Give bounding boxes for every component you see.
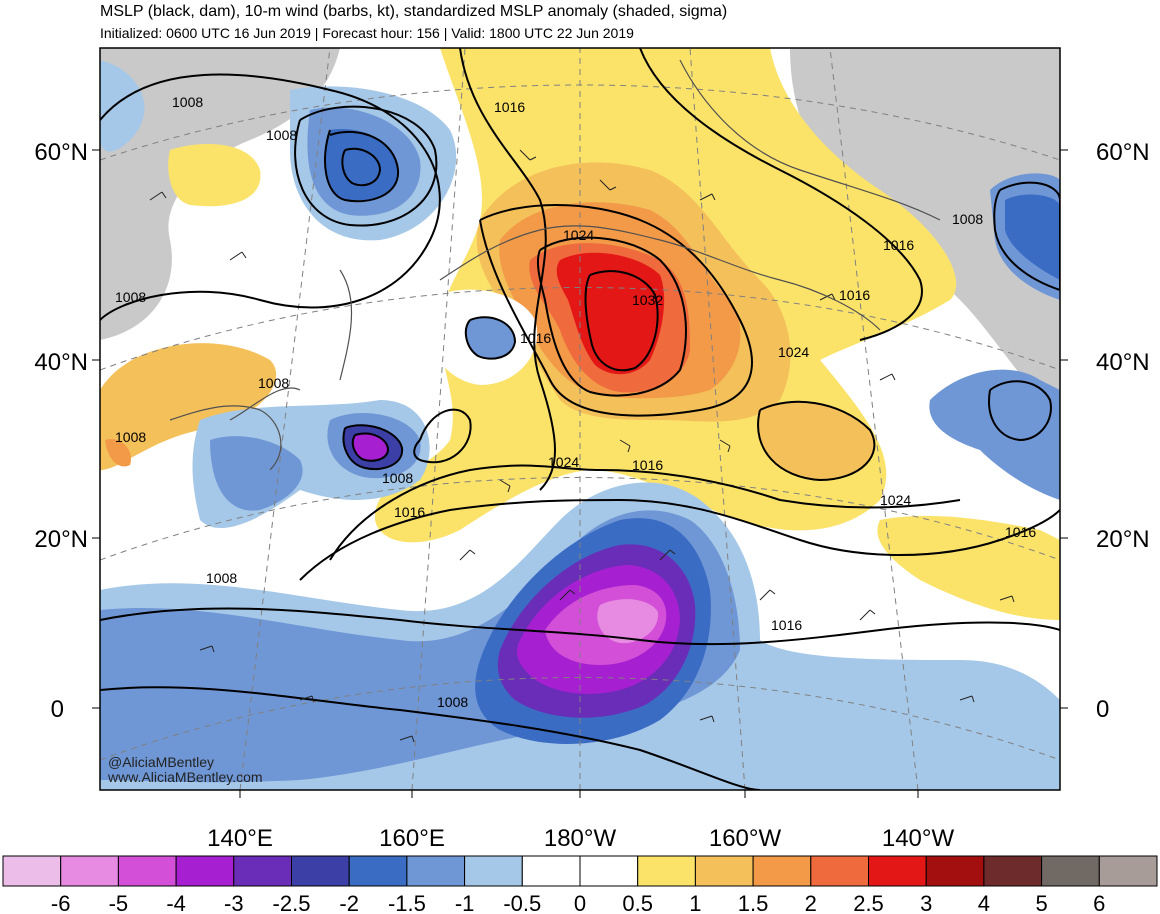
lat-label-40n-right: 40°N [1096, 349, 1150, 376]
lon-labels: 140°E 160°E 180°W 160°W 140°W [207, 825, 954, 852]
colorbar-tick-label: 6 [1093, 891, 1105, 914]
isobars [100, 48, 1060, 790]
lon-label-160e: 160°E [379, 825, 445, 852]
contour-label: 1016 [520, 330, 551, 346]
lat-label-40n: 40°N [34, 349, 88, 376]
colorbar-tick-label: -0.5 [503, 891, 541, 914]
colorbar-swatch [694, 855, 754, 887]
colorbar-tick-label: -2.5 [273, 891, 311, 914]
colorbar-swatch [579, 855, 639, 887]
contour-label: 1024 [548, 454, 579, 470]
colorbar-swatch [406, 855, 466, 887]
colorbar-swatch [233, 855, 293, 887]
contour-label: 1016 [839, 287, 870, 303]
contour-label: 1008 [115, 289, 146, 305]
graticule [100, 48, 1060, 790]
contour-label: 1008 [172, 94, 203, 110]
colorbar-tick-label: -2 [339, 891, 359, 914]
contour-label: 1016 [632, 457, 663, 473]
lat-label-20n: 20°N [34, 526, 88, 553]
colorbar-swatch [1098, 855, 1158, 887]
lat-label-60n: 60°N [34, 139, 88, 166]
colorbar-tick-label: -3 [224, 891, 244, 914]
wind-barbs [149, 149, 1015, 743]
lat-label-0-right: 0 [1096, 696, 1109, 723]
lat-label-0: 0 [51, 696, 64, 723]
contour-label: 1008 [206, 570, 237, 586]
colorbar-swatch [348, 855, 408, 887]
colorbar-tick-label: -4 [166, 891, 186, 914]
colorbar-tick-label: 1.5 [738, 891, 769, 914]
colorbar-swatch [2, 855, 62, 887]
frame-ticks [92, 149, 1068, 798]
lat-labels-right: 60°N 40°N 20°N 0 [1096, 139, 1150, 723]
contour-label: 1016 [771, 617, 802, 633]
lat-label-60n-right: 60°N [1096, 139, 1150, 166]
chart-subtitle: Initialized: 0600 UTC 16 Jun 2019 | Fore… [100, 25, 634, 41]
contour-label: 1008 [437, 694, 468, 710]
colorbar-swatch [637, 855, 696, 887]
contour-label: 1016 [883, 237, 914, 253]
colorbar-swatch [521, 855, 581, 887]
lon-label-160w: 160°W [709, 825, 782, 852]
coastlines [169, 59, 941, 471]
contour-label: 1008 [952, 211, 983, 227]
colorbar-tick-label: -1 [455, 891, 475, 914]
colorbar-tick-label: 3 [920, 891, 932, 914]
colorbar-tick-label: 0.5 [622, 891, 653, 914]
lat-label-20n-right: 20°N [1096, 526, 1150, 553]
contour-label: 1008 [258, 375, 289, 391]
colorbar-tick-label: -6 [51, 891, 71, 914]
contour-label: 1008 [115, 429, 146, 445]
colorbar-swatch [175, 855, 235, 887]
lon-label-180w: 180°W [544, 825, 617, 852]
colorbar-tick-label: 5 [1035, 891, 1047, 914]
contour-labels: 1008 1008 1008 1008 1008 1008 1008 1008 … [115, 94, 1036, 710]
contour-label: 1024 [880, 492, 911, 508]
lon-label-140e: 140°E [207, 825, 273, 852]
contour-label: 1008 [382, 470, 413, 486]
colorbar-swatch [983, 855, 1043, 887]
colorbar-swatch [925, 855, 985, 887]
contour-label: 1032 [632, 292, 663, 308]
colorbar-tick-label: 2.5 [853, 891, 884, 914]
colorbar: -6 -5 -4 -3 -2.5 -2 -1.5 -1 -0.5 0 0.5 1 1.5 2 2.5 3 4 5 6 [2, 855, 1158, 914]
colorbar-tick-label: 2 [805, 891, 817, 914]
colorbar-tick-label: -1.5 [388, 891, 426, 914]
colorbar-swatch [117, 855, 177, 887]
lat-labels-left: 60°N 40°N 20°N 0 [34, 139, 88, 723]
colorbar-swatch [464, 855, 523, 887]
colorbar-tick-label: 4 [978, 891, 990, 914]
credit-website: www.AliciaMBentley.com [107, 769, 263, 785]
colorbar-swatch [752, 855, 812, 887]
contour-label: 1024 [778, 344, 809, 360]
contour-label: 1008 [266, 127, 297, 143]
lon-label-140w: 140°W [882, 825, 955, 852]
contour-label: 1016 [494, 99, 525, 115]
colorbar-swatch [868, 855, 927, 887]
colorbar-swatch [291, 855, 350, 887]
chart-title: MSLP (black, dam), 10-m wind (barbs, kt)… [100, 3, 728, 20]
colorbar-swatch [60, 855, 119, 887]
credit-handle: @AliciaMBentley [108, 754, 214, 770]
contour-label: 1016 [394, 504, 425, 520]
contour-label: 1024 [563, 227, 594, 243]
colorbar-tick-label: 1 [689, 891, 701, 914]
colorbar-tick-label: 0 [574, 891, 586, 914]
contour-label: 1016 [1005, 524, 1036, 540]
colorbar-tick-label: -5 [109, 891, 129, 914]
colorbar-swatch [1041, 855, 1100, 887]
colorbar-swatch [810, 855, 869, 887]
